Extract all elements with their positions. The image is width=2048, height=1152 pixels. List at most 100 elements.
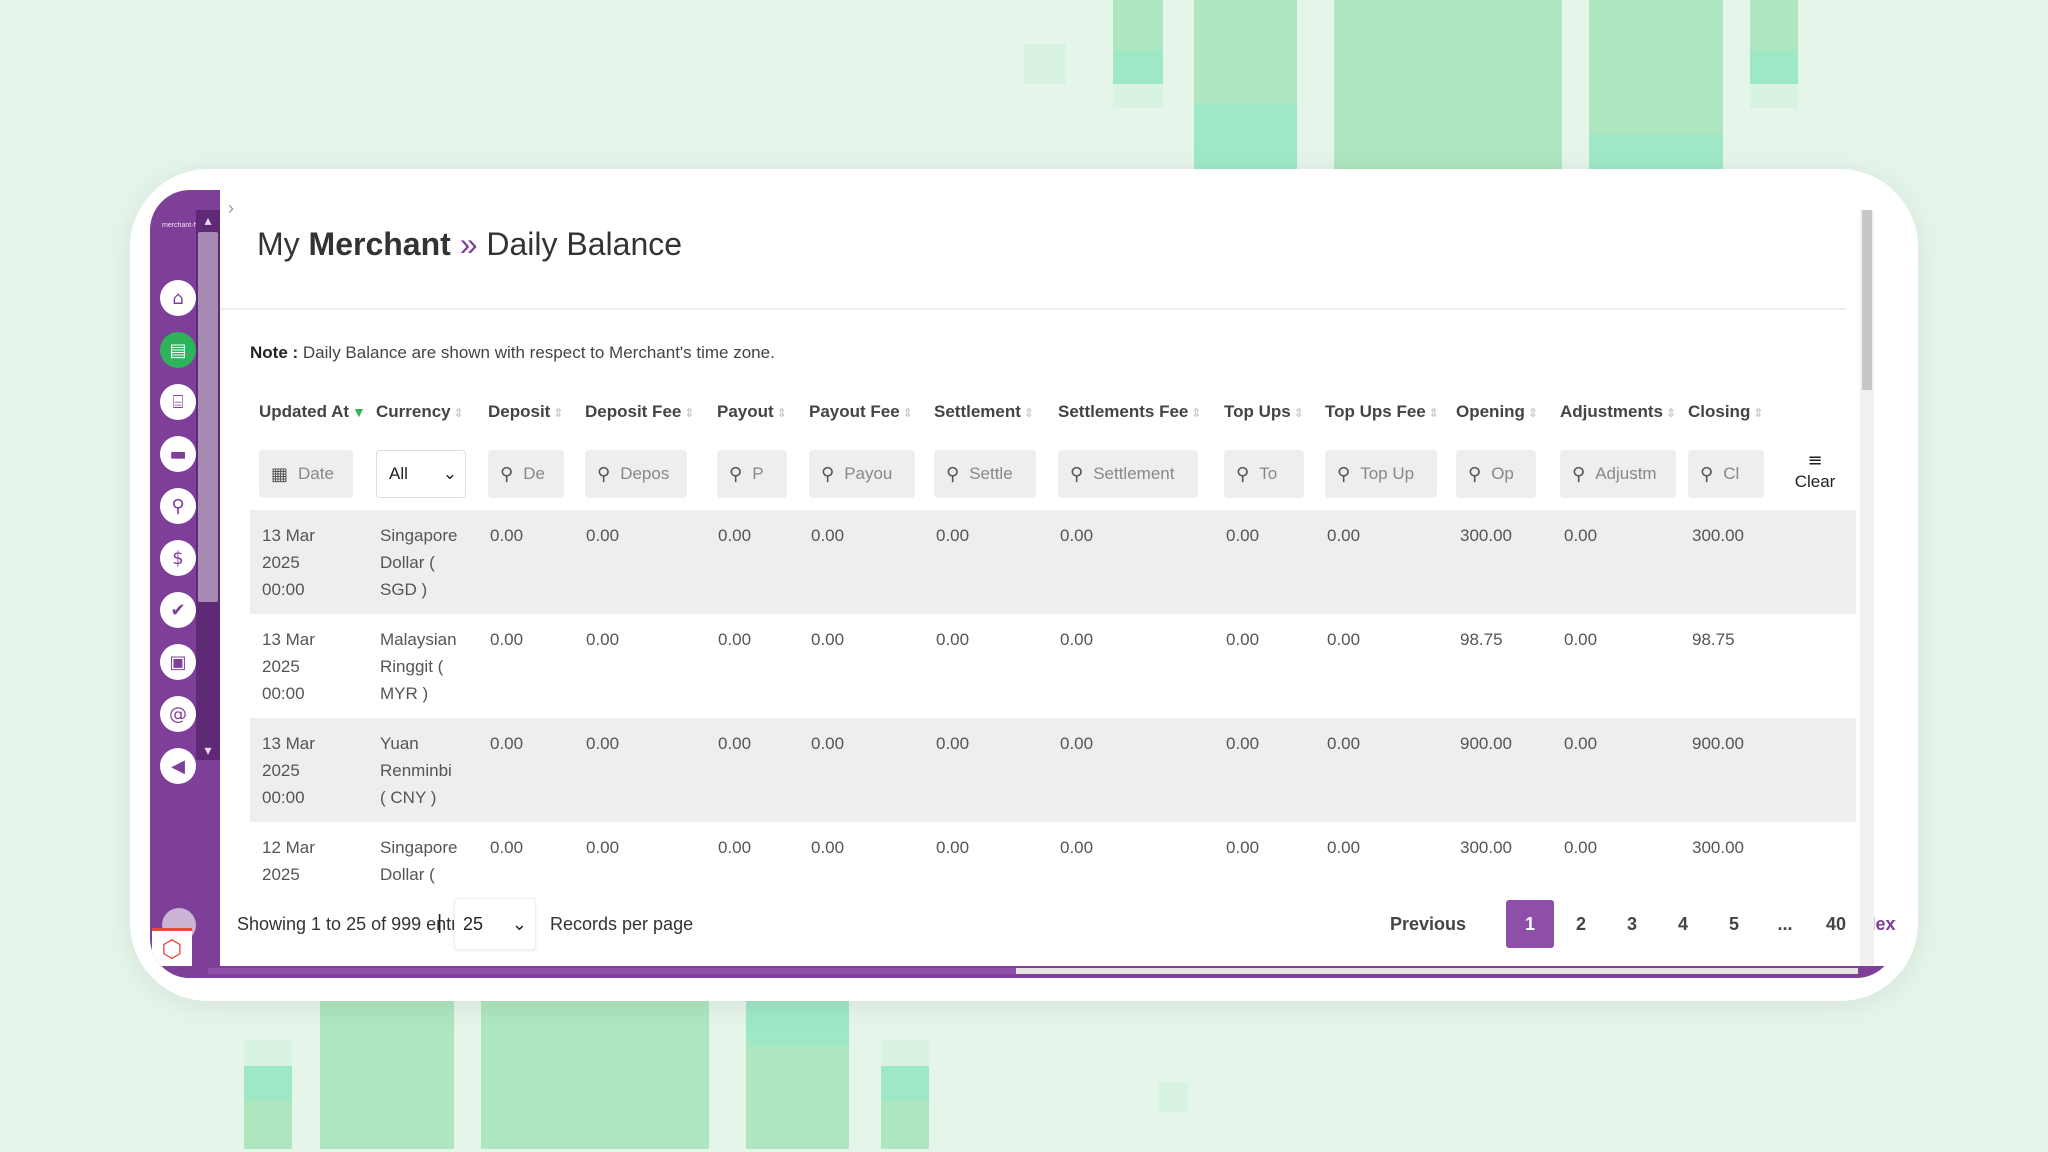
search-money-icon[interactable]: ⚲ [160,488,196,524]
breadcrumb-section[interactable]: Merchant [308,226,451,262]
currency-filter-select[interactable]: All ⌄ [376,450,466,498]
column-header[interactable]: Currency ⇕ [376,402,464,422]
vertical-scroll-thumb[interactable] [1862,210,1872,390]
horizontal-scrollbar[interactable] [208,968,1858,974]
column-filter-input[interactable]: ⚲ Depos [585,450,687,498]
search-icon: ⚲ [821,463,835,485]
cell-line: ( CNY ) [380,788,437,807]
column-filter-input[interactable]: ⚲ Top Up [1325,450,1437,498]
column-filter-input[interactable]: ⚲ Op [1456,450,1536,498]
page-button[interactable]: 5 [1728,913,1739,934]
previous-page-button[interactable]: Previous [1389,913,1467,934]
filter-placeholder: Settlement [1093,464,1175,483]
home-icon[interactable]: ⌂ [160,280,196,316]
horizontal-scroll-thumb[interactable] [208,968,1016,974]
sort-icon[interactable]: ⇕ [1191,406,1202,420]
date-filter-input[interactable]: ▦ Date [259,450,353,498]
column-filter-input[interactable]: ⚲ Settle [934,450,1036,498]
expand-sidebar-icon[interactable]: › [228,198,234,218]
clear-filters-button[interactable]: ≡ Clear [1785,450,1845,498]
column-header-label: Currency [376,402,451,421]
column-header[interactable]: Payout Fee ⇕ [809,402,913,422]
column-header[interactable]: Settlement ⇕ [934,402,1034,422]
search-icon: ⚲ [597,463,611,485]
vertical-scrollbar[interactable] [1860,210,1874,966]
column-header[interactable]: Settlements Fee ⇕ [1058,402,1201,422]
column-filter-input[interactable]: ⚲ P [717,450,787,498]
column-filter-input[interactable]: ⚲ Payou [809,450,915,498]
dollar-chat-icon[interactable]: $ [160,540,196,576]
page-button[interactable]: ... [1777,913,1793,934]
cell-line: SGD ) [380,580,428,599]
sort-icon[interactable]: ⇕ [1428,406,1439,420]
table-row[interactable]: 13 Mar 2025 00:00 Singapore Dollar (SGD ) 0.0… [250,510,1856,614]
sort-icon[interactable]: ⇕ [902,406,913,420]
filter-placeholder: Cl [1723,464,1740,483]
bg-block [481,1001,709,1149]
column-header[interactable]: Deposit Fee ⇕ [585,402,694,422]
scroll-down-icon[interactable]: ▾ [204,742,212,758]
cash-icon[interactable]: ▣ [160,644,196,680]
column-header[interactable]: Opening ⇕ [1456,402,1538,422]
check-badge-icon[interactable]: ✔ [160,592,196,628]
page-button[interactable]: 3 [1626,913,1637,934]
page-button[interactable]: 4 [1677,913,1688,934]
wallet-icon[interactable]: ▬ [160,436,196,472]
page-button[interactable]: 1 [1506,900,1554,948]
sort-icon[interactable]: ⇕ [1023,406,1034,420]
column-filter-input[interactable]: ⚲ Adjustm [1560,450,1676,498]
column-filter-input[interactable]: ⚲ Cl [1688,450,1764,498]
column-header-label: Closing [1688,402,1751,421]
sort-icon[interactable]: ⇕ [553,406,564,420]
column-filter-input[interactable]: ⚲ De [488,450,564,498]
column-header[interactable]: Updated At ▼ [259,402,366,422]
table-row[interactable]: 12 Mar 2025 Singapore Dollar (0.00 0.00 0.00 0… [250,822,1856,886]
sidebar-scrollbar[interactable]: ▴ ▾ [196,210,220,760]
sort-icon[interactable]: ⇕ [776,406,787,420]
store-icon[interactable]: ▤ [160,332,196,368]
bg-block [1589,0,1723,134]
table-cell: Singapore Dollar (SGD ) [380,522,458,603]
laravel-icon: ⬡ [152,928,192,966]
footer-divider: | [437,912,443,934]
column-header[interactable]: Adjustments ⇕ [1560,402,1676,422]
table-cell: 0.00 [718,734,752,753]
column-header[interactable]: Deposit ⇕ [488,402,563,422]
sort-icon[interactable]: ⇕ [684,406,695,420]
sort-desc-icon[interactable]: ▼ [352,404,366,420]
column-header[interactable]: Payout ⇕ [717,402,787,422]
sort-icon[interactable]: ⇕ [1293,406,1304,420]
main-content: My Merchant » Daily Balance Note : Daily… [220,190,1896,966]
sort-icon[interactable]: ⇕ [1665,406,1677,420]
table-cell: 0.00 [490,630,524,649]
bg-block [244,1100,292,1149]
table-row[interactable]: 13 Mar 2025 00:00 Malaysian Ringgit (MYR ) 0.… [250,614,1856,718]
table-row[interactable]: 13 Mar 2025 00:00 Yuan Renminbi ( CNY ) 0.00 0.… [250,718,1856,822]
sort-icon[interactable]: ⇕ [1753,406,1764,420]
filter-placeholder: Adjustm [1595,464,1657,483]
divider [220,308,1846,310]
page-button[interactable]: 2 [1575,913,1586,934]
column-header-label: Settlements Fee [1058,402,1189,421]
bank-icon[interactable]: ⌸ [160,384,196,420]
column-header[interactable]: Top Ups ⇕ [1224,402,1304,422]
column-filter-input[interactable]: ⚲ Settlement [1058,450,1198,498]
table-cell: 0.00 [811,838,845,857]
table-cell: Malaysian Ringgit (MYR ) [380,626,457,707]
sort-icon[interactable]: ⇕ [453,406,464,420]
at-icon[interactable]: @ [160,696,196,732]
sidebar-scroll-thumb[interactable] [198,232,218,602]
megaphone-icon[interactable]: ◀ [160,748,196,784]
table-cell: 0.00 [718,526,752,545]
app-screen: merchant·hub ▴ ▾ ⌂ ▤ ⌸ ▬ ⚲ $ ✔ ▣ @ ◀ ⬡ ›… [150,190,1896,978]
bg-block [1589,134,1723,169]
sort-icon[interactable]: ⇕ [1527,406,1539,420]
page-button[interactable]: 40 [1825,913,1847,934]
column-header[interactable]: Closing ⇕ [1688,402,1763,422]
column-filter-input[interactable]: ⚲ To [1224,450,1304,498]
column-header[interactable]: Top Ups Fee ⇕ [1325,402,1439,422]
scroll-up-icon[interactable]: ▴ [204,212,212,228]
cell-line: Dollar ( [380,865,435,884]
records-per-page-select[interactable]: 25 ⌄ [454,898,536,950]
table-cell: 98.75 [1692,630,1735,649]
